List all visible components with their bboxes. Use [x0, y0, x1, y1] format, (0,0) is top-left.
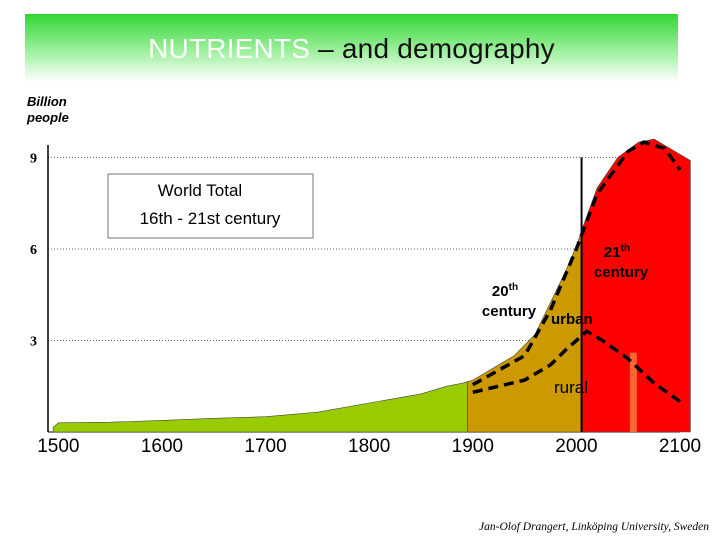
y-tick-label: 6 [30, 243, 37, 258]
x-tick-label: 1500 [37, 436, 79, 457]
annotation-world-total: World Total [158, 181, 242, 200]
annotation-21st-century-line2: century [594, 264, 649, 281]
rural-line [472, 329, 682, 403]
annotation-urban: urban [551, 311, 593, 328]
title-rest: – and demography [310, 33, 555, 64]
title-lead: NUTRIENTS [148, 33, 311, 64]
annotation-century-range: 16th - 21st century [140, 209, 281, 228]
chart-title: NUTRIENTS – and demography [25, 33, 678, 65]
world-total-line [471, 140, 682, 387]
area-series-1 [52, 381, 468, 433]
annotation-rural: rural [554, 378, 588, 397]
area-series-2 [467, 230, 582, 433]
y-tick-label: 3 [30, 334, 37, 349]
x-tick-label: 1600 [141, 436, 183, 457]
title-bar: NUTRIENTS – and demography [25, 14, 678, 82]
x-tick-label: 1700 [244, 436, 286, 457]
annotation-20th-century: 20th [492, 282, 518, 300]
world-total-box [107, 173, 314, 239]
x-tick-label: 2000 [555, 436, 597, 457]
credit-text: Jan-Olof Drangert, Linköping University,… [479, 521, 709, 533]
x-tick-label: 1900 [452, 436, 494, 457]
y-axis-label-line2: people [27, 110, 69, 125]
x-tick-label: 2100 [659, 436, 701, 457]
annotation-20th-century-line2: century [482, 303, 537, 320]
y-tick-label: 9 [30, 151, 37, 166]
annotation-21st-century: 21th [604, 243, 630, 261]
y-axis-label: Billion people [27, 94, 69, 126]
y-axis-label-line1: Billion [27, 94, 67, 109]
x-tick-label: 1800 [348, 436, 390, 457]
